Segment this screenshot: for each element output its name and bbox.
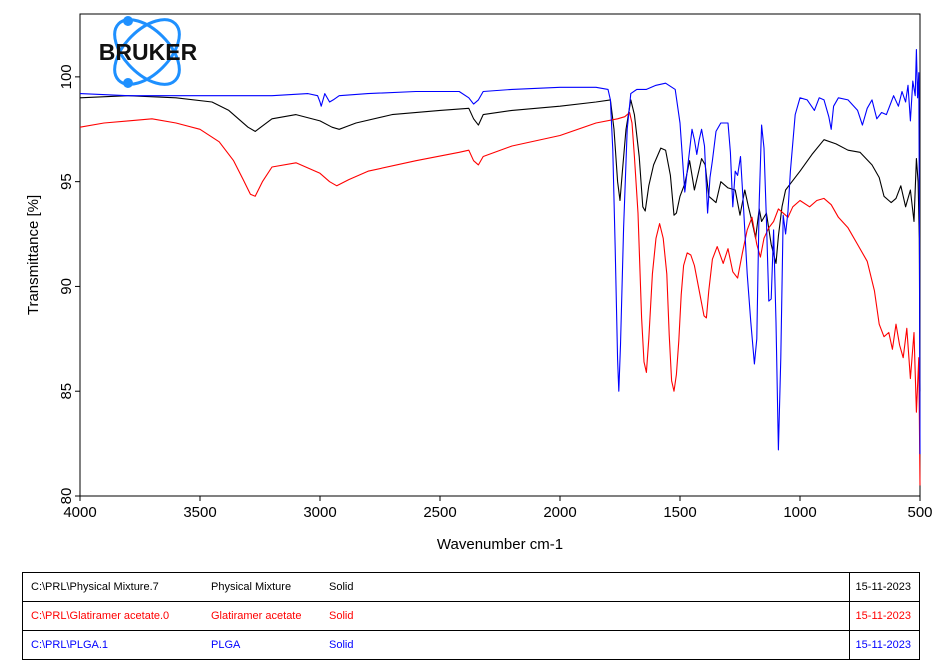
x-tick-label: 2500 [423,504,456,521]
y-tick-label: 80 [58,488,75,505]
measurement-date: 15-11-2023 [848,572,921,602]
sample-state: Solid [329,581,354,593]
y-tick-label: 85 [58,383,75,400]
spectrum-file-path: C:\PRL\PLGA.1 [31,639,109,651]
sample-name: Physical Mixture [211,581,292,593]
legend-row: C:\PRL\Glatiramer acetate.0 Glatiramer ac… [22,601,921,631]
atom-orbit-icon [113,16,181,88]
bruker-logo: BRUKER [99,16,198,88]
spectrum-file-path: C:\PRL\Glatiramer acetate.0 [31,610,170,622]
sample-state: Solid [329,639,354,651]
sample-state: Solid [329,610,354,622]
measurement-date: 15-11-2023 [848,630,921,660]
x-tick-label: 500 [907,504,932,521]
series-lines [79,49,921,486]
y-axis-title: Transmittance [%] [25,195,42,315]
y-tick-label: 95 [58,173,75,190]
spectra-legend-table: C:\PRL\Physical Mixture.7 Physical Mixtur… [22,572,921,660]
x-tick-label: 2000 [543,504,576,521]
x-axis-title: Wavenumber cm-1 [437,536,563,553]
series-line-glatiramer-acetate [79,111,921,486]
legend-info-cell: C:\PRL\Physical Mixture.7 Physical Mixtur… [22,572,850,602]
measurement-date: 15-11-2023 [848,601,921,631]
legend-row: C:\PRL\PLGA.1 PLGA Solid 15-11-2023 [22,630,921,660]
spectrum-file-path: C:\PRL\Physical Mixture.7 [31,581,159,593]
x-tick-label: 1500 [663,504,696,521]
plot-frame [79,13,921,497]
legend-info-cell: C:\PRL\PLGA.1 PLGA Solid [22,630,850,660]
y-tick-label: 90 [58,278,75,295]
sample-name: Glatiramer acetate [211,610,302,622]
x-tick-label: 3000 [303,504,336,521]
legend-info-cell: C:\PRL\Glatiramer acetate.0 Glatiramer ac… [22,601,850,631]
legend-row: C:\PRL\Physical Mixture.7 Physical Mixtur… [22,572,921,602]
x-tick-label: 3500 [183,504,216,521]
x-tick-label: 1000 [783,504,816,521]
sample-name: PLGA [211,639,241,651]
ftir-chart: 4000 3500 3000 2500 2000 1500 1000 500 80 85 90 95 1… [25,13,933,553]
axis-ticks: 4000 3500 3000 2500 2000 1500 1000 500 80 85 90 95 1… [58,64,933,521]
series-line-physical-mixture [79,95,921,392]
series-line-plga [79,49,921,455]
x-tick-label: 4000 [63,504,96,521]
logo-text: BRUKER [99,39,198,65]
y-tick-label: 100 [58,64,75,89]
